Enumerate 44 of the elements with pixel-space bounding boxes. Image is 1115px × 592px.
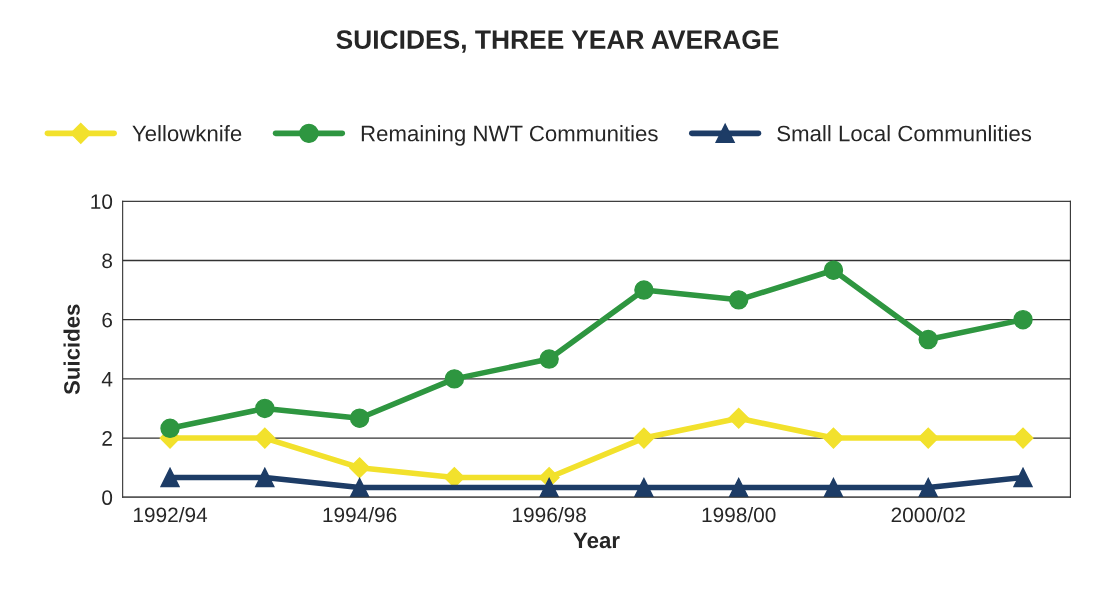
- point: [728, 477, 749, 498]
- legend-label: Small Local Communlities: [777, 125, 1032, 142]
- point: [918, 329, 938, 350]
- y-axis-title: Suicides: [63, 304, 80, 395]
- chart-title: SUICIDES, THREE YEAR AVERAGE: [336, 30, 779, 53]
- point: [1013, 309, 1033, 330]
- y-tick-label: 4: [101, 372, 113, 387]
- point: [160, 467, 180, 488]
- point: [823, 260, 844, 280]
- point: [255, 398, 275, 419]
- point: [160, 418, 180, 439]
- y-tick-label: 0: [102, 490, 113, 506]
- y-tick-label: 6: [102, 312, 113, 328]
- x-tick-label: 1992/94: [133, 507, 208, 523]
- legend-label: Yellowknife: [132, 125, 242, 142]
- point: [823, 477, 844, 498]
- point: [349, 408, 370, 428]
- point: [918, 477, 938, 498]
- point: [444, 369, 465, 389]
- x-tick-label: 1998/00: [702, 507, 776, 523]
- point: [539, 349, 559, 369]
- point: [539, 477, 559, 498]
- point: [634, 477, 654, 498]
- y-tick-label: 2: [102, 431, 112, 446]
- point: [728, 407, 750, 429]
- point: [349, 477, 370, 498]
- point: [1013, 467, 1033, 488]
- x-tick-label: 1996/98: [513, 507, 586, 523]
- legend-label: Remaining NWT Communities: [361, 125, 658, 146]
- point: [254, 427, 276, 449]
- point: [822, 427, 844, 449]
- x-tick-label: 1994/96: [323, 507, 397, 523]
- point: [349, 457, 371, 479]
- point: [1012, 427, 1034, 449]
- y-tick-label: 10: [91, 194, 113, 210]
- point: [633, 427, 655, 449]
- x-tick-label: 2000/02: [891, 507, 965, 523]
- point: [443, 466, 465, 488]
- point: [634, 280, 654, 300]
- point: [917, 427, 939, 449]
- y-tick-label: 8: [102, 253, 113, 269]
- point: [728, 290, 749, 310]
- point: [255, 467, 275, 488]
- x-axis-title: Year: [573, 532, 620, 549]
